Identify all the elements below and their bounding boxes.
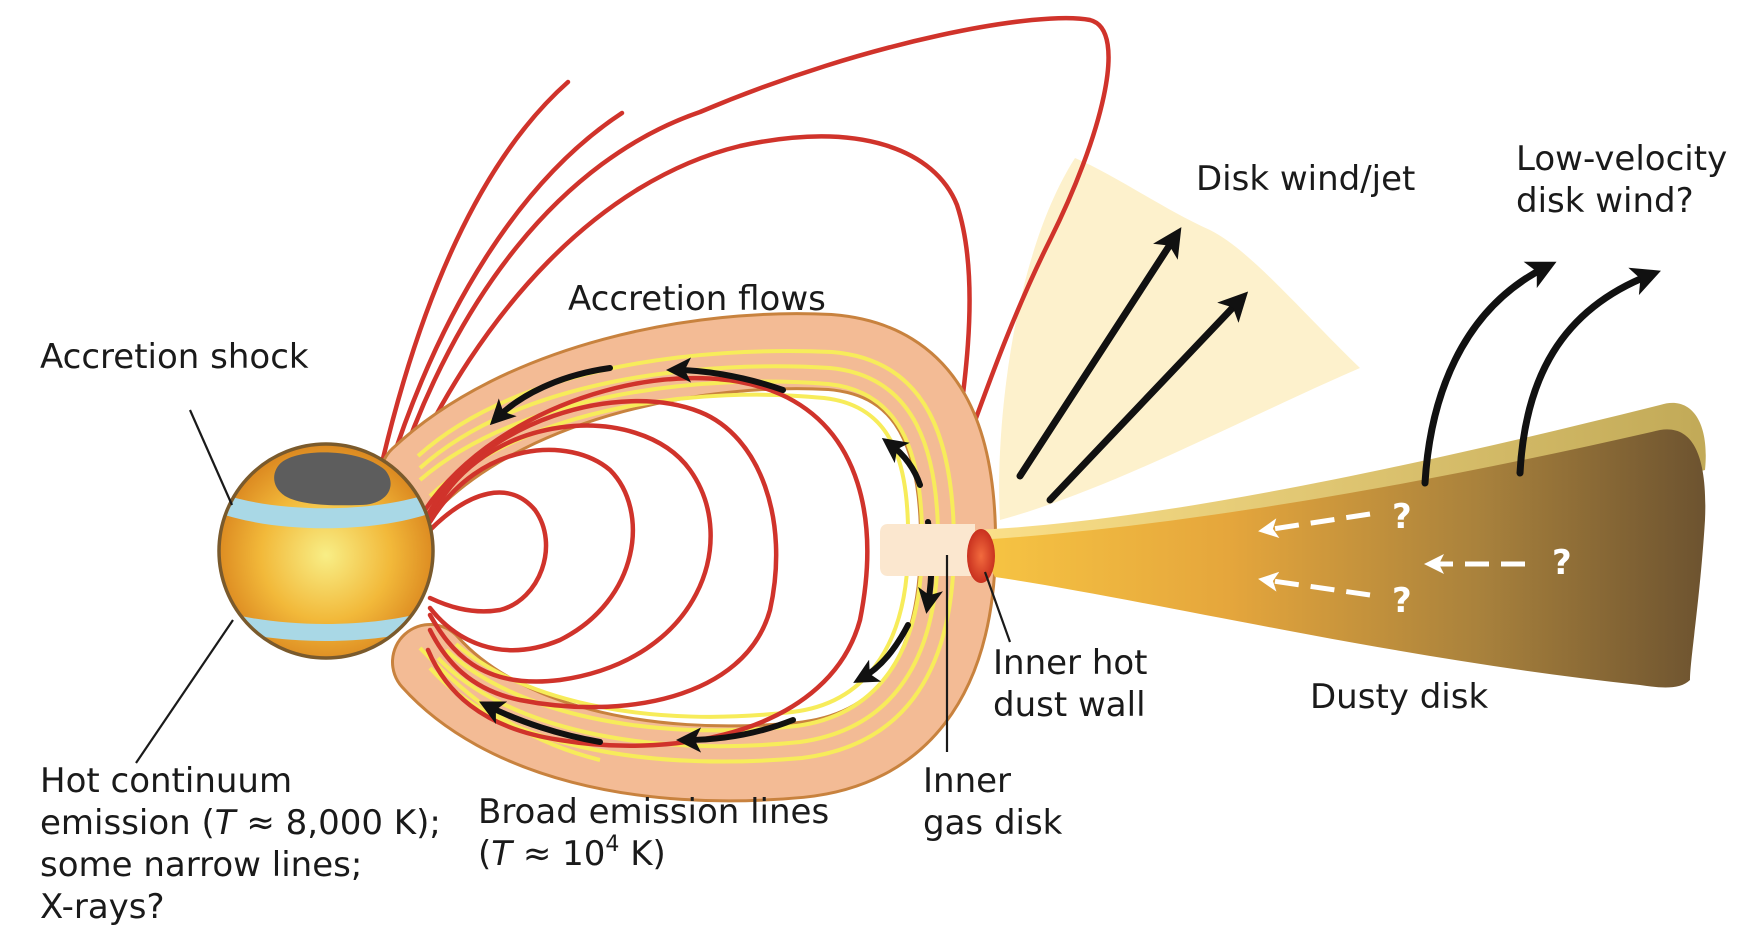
field-line [394,15,1111,523]
label-inner-hot-dust-wall: Inner hot dust wall [993,643,1148,725]
dashed-arrows [1258,511,1525,598]
question-mark: ? [1552,543,1572,583]
field-line [378,79,571,470]
accretion-shock-band-upper [219,485,433,529]
label-accretion-flows: Accretion flows [568,279,826,319]
label-disk-wind-jet: Disk wind/jet [1196,159,1416,199]
leader-hot-continuum [135,619,234,764]
dashed-arrow [1258,571,1371,598]
field-line [402,134,972,527]
inner-field-loops [422,375,870,749]
low-velocity-arrow [1516,267,1661,477]
flow-arrow [665,357,786,393]
jet-arrow [1016,227,1182,480]
field-line [427,490,549,614]
dashed-arrow [1258,511,1371,539]
low-velocity-arrows [1421,261,1661,487]
label-inner-gas-disk: Inner gas disk [923,761,1063,843]
label-hot-continuum: Hot continuum emission (T ≈ 8,000 K); so… [40,761,441,927]
low-velocity-arrow [1421,261,1557,487]
label-low-velocity-disk-wind: Low-velocity disk wind? [1516,139,1728,221]
flow-arrow [489,365,613,426]
field-line [386,110,625,473]
accretion-shock-band-lower [219,603,433,641]
outer-field-lines [378,15,1111,527]
field-line [427,423,713,684]
label-dusty-disk: Dusty disk [1310,677,1489,717]
disk-wind-cone [999,158,1360,520]
field-line [425,398,779,710]
leader-lines [135,409,1012,764]
dark-spot [274,452,391,506]
central-star [217,442,435,660]
label-accretion-shock: Accretion shock [40,337,309,377]
field-line [427,447,636,653]
flow-arrow [478,701,603,745]
leader-accretion-shock [188,409,234,506]
flow-arrow [853,622,911,683]
jet-arrows [1016,227,1249,504]
inner-gas-disk [880,524,975,576]
flow-arrow [881,438,923,488]
leader-dust-wall [983,571,1012,643]
question-mark: ? [1392,497,1412,537]
inner-hot-dust-wall [967,529,995,583]
field-line [422,375,870,749]
label-broad-emission-lines: Broad emission lines (T ≈ 104 K) [478,792,830,874]
jet-arrow [1046,291,1249,504]
flow-arrow [675,717,796,753]
question-mark: ? [1392,581,1412,621]
